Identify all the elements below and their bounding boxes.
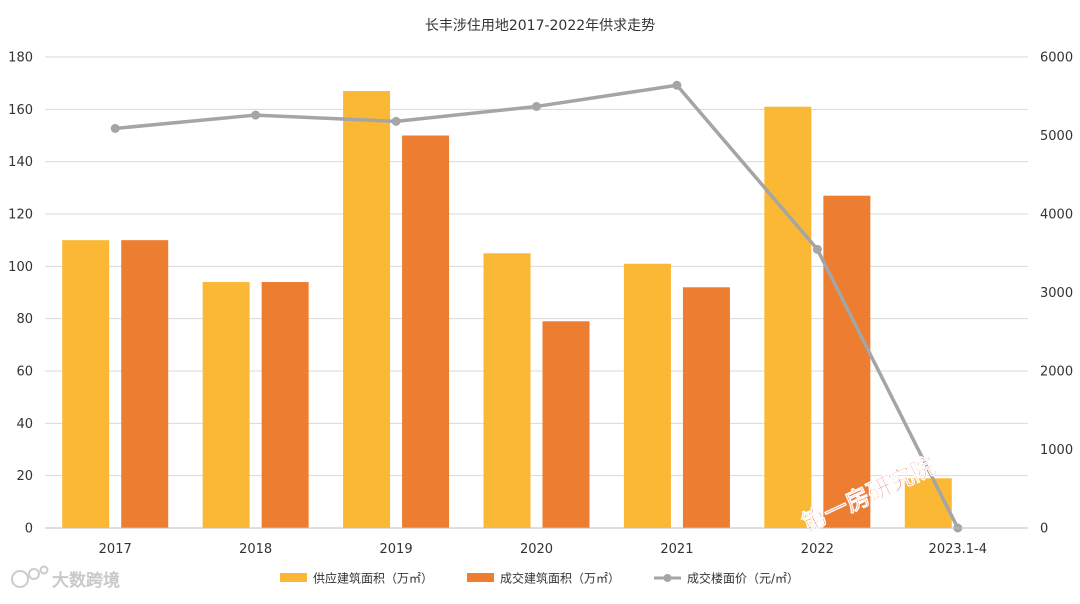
- grid: [45, 56, 1028, 529]
- watermark-brand: 大数跨境: [11, 565, 120, 591]
- x-tick-label: 2020: [520, 542, 553, 557]
- y-left-tick-label: 20: [16, 469, 33, 484]
- y-right-tick-label: 6000: [1040, 51, 1073, 66]
- y-left-tick-label: 180: [8, 51, 33, 66]
- chart-title: 长丰涉住用地2017-2022年供求走势: [425, 18, 655, 34]
- y-right-tick-label: 3000: [1040, 286, 1073, 301]
- y-left-tick-label: 0: [25, 522, 33, 537]
- y-right-tick-label: 5000: [1040, 129, 1073, 144]
- bar-deal-2021: [682, 287, 730, 528]
- x-axis: 2017 2018 2019 2020 2021 2022 2023.1-4: [45, 527, 1028, 557]
- legend-label: 成交建筑面积（万㎡）: [500, 571, 620, 586]
- y-axis-left: 0 20 40 60 80 100 120 140 160 180: [8, 51, 33, 537]
- line-series: [110, 80, 963, 533]
- y-left-tick-label: 160: [8, 103, 33, 118]
- y-right-tick-label: 4000: [1040, 208, 1073, 223]
- x-tick-label: 2023.1-4: [929, 542, 987, 557]
- legend-label: 供应建筑面积（万㎡）: [313, 571, 433, 586]
- legend-swatch: [280, 573, 307, 582]
- price-point-2019: [391, 116, 401, 126]
- price-point-2020: [532, 101, 541, 111]
- brand-logo-icon: [11, 565, 49, 588]
- price-point-2018: [251, 110, 261, 120]
- y-left-tick-label: 60: [16, 365, 33, 380]
- y-left-tick-label: 120: [8, 208, 33, 223]
- x-tick-label: 2022: [801, 542, 834, 557]
- y-right-tick-label: 1000: [1040, 443, 1073, 458]
- bar-deal-2018: [261, 282, 309, 528]
- bar-supply-2019: [343, 91, 391, 529]
- bar-deal-2019: [402, 135, 450, 528]
- bar-supply-2022: [764, 106, 812, 528]
- legend-label: 成交楼面价（元/㎡）: [687, 571, 799, 586]
- legend-swatch-marker: [663, 574, 672, 582]
- y-left-tick-label: 140: [8, 155, 33, 170]
- x-tick-label: 2018: [239, 542, 272, 557]
- watermark-brand-text: 大数跨境: [52, 570, 120, 591]
- legend-swatch: [467, 573, 494, 582]
- bar-deal-2017: [121, 240, 169, 528]
- price-point-2021: [672, 80, 682, 90]
- bar-deal-2020: [542, 321, 590, 528]
- bar-supply-2020: [483, 253, 531, 528]
- bar-supply-2018: [202, 282, 250, 528]
- y-left-tick-label: 40: [16, 417, 33, 432]
- bar-deal-2022: [823, 195, 871, 528]
- x-tick-label: 2017: [99, 542, 132, 557]
- y-right-tick-label: 0: [1040, 522, 1048, 537]
- bars: [62, 91, 952, 529]
- bar-supply-2017: [62, 240, 110, 528]
- y-left-tick-label: 100: [8, 260, 33, 275]
- x-tick-label: 2019: [380, 542, 413, 557]
- x-tick-label: 2021: [660, 542, 693, 557]
- bar-supply-2021: [623, 263, 671, 528]
- price-point-2022: [812, 244, 822, 254]
- y-right-tick-label: 2000: [1040, 365, 1073, 380]
- legend: 供应建筑面积（万㎡） 成交建筑面积（万㎡） 成交楼面价（元/㎡）: [280, 571, 799, 586]
- price-point-2017: [110, 123, 120, 133]
- y-left-tick-label: 80: [16, 312, 33, 327]
- y-axis-right: 0 1000 2000 3000 4000 5000 6000: [1040, 51, 1073, 537]
